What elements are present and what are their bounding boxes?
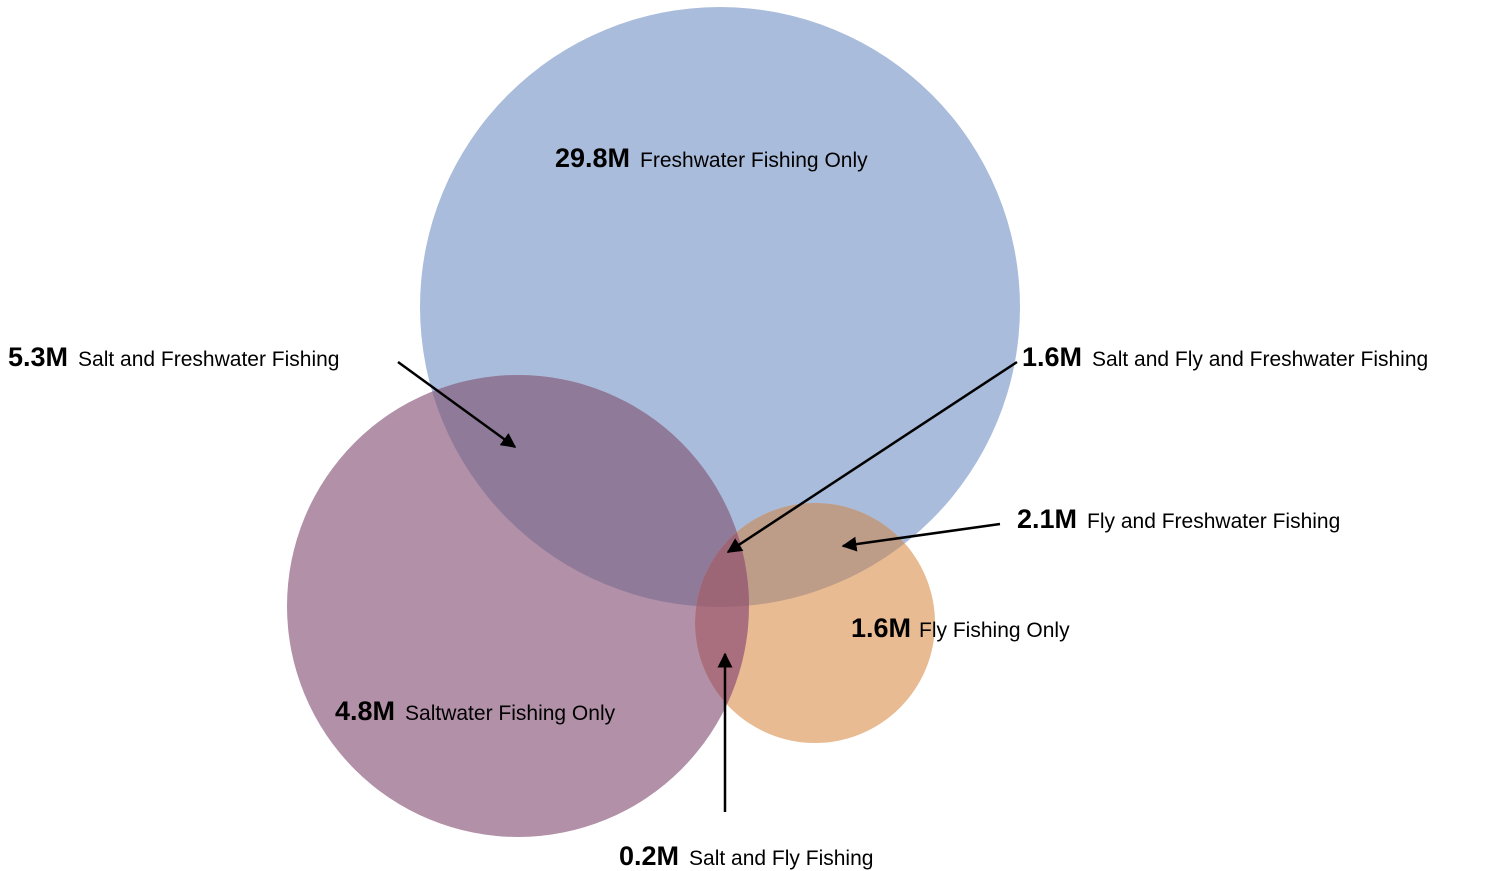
region-label: 1.6M Salt and Fly and Freshwater Fishing	[1022, 342, 1428, 372]
region-name: Fly Fishing Only	[919, 619, 1070, 642]
region-label: 29.8M Freshwater Fishing Only	[555, 143, 868, 173]
region-name: Freshwater Fishing Only	[640, 149, 868, 172]
region-name: Salt and Fly and Freshwater Fishing	[1092, 348, 1428, 371]
region-name: Saltwater Fishing Only	[405, 702, 616, 725]
region-value: 1.6M	[1022, 342, 1082, 372]
arrow	[841, 522, 1001, 552]
arrow	[397, 360, 517, 449]
region-label: 4.8M Saltwater Fishing Only	[335, 696, 616, 726]
region-value: 5.3M	[8, 342, 68, 372]
region-label: 0.2M Salt and Fly Fishing	[619, 841, 873, 871]
region-label: 1.6M Fly Fishing Only	[851, 613, 1070, 643]
region-name: Salt and Fly Fishing	[689, 847, 873, 870]
region-label: 2.1M Fly and Freshwater Fishing	[1017, 504, 1340, 534]
region-value: 4.8M	[335, 696, 395, 726]
region-label: 5.3M Salt and Freshwater Fishing	[8, 342, 340, 372]
fly-fresh-overlap	[695, 503, 935, 607]
region-name: Salt and Freshwater Fishing	[78, 348, 339, 371]
region-name: Fly and Freshwater Fishing	[1087, 510, 1340, 533]
region-value: 1.6M	[851, 613, 911, 643]
region-value: 29.8M	[555, 143, 630, 173]
region-value: 2.1M	[1017, 504, 1077, 534]
arrow	[726, 360, 1018, 554]
region-value: 0.2M	[619, 841, 679, 871]
